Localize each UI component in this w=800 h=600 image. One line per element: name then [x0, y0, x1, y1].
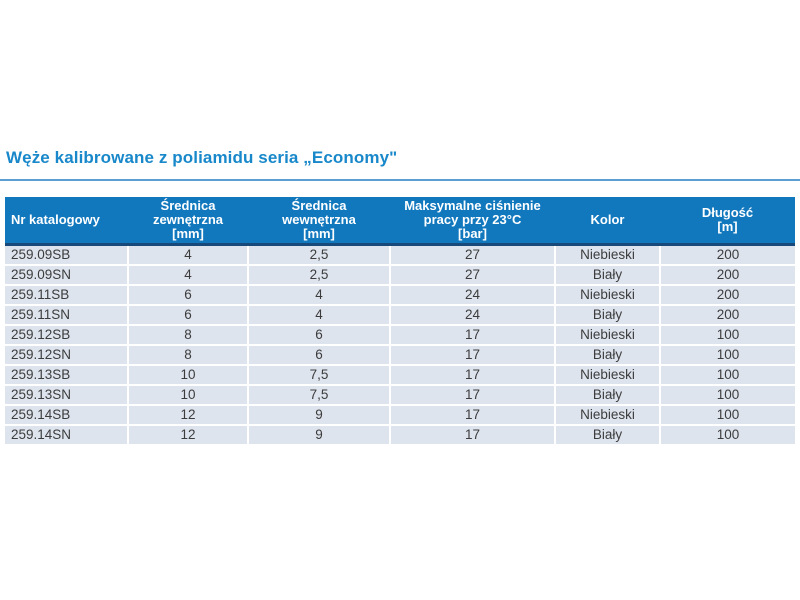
table-cell: 2,5 — [248, 244, 391, 265]
table-cell: 6 — [248, 344, 391, 365]
table-cell: 4 — [128, 244, 249, 265]
table-header-row: Nr katalogowy Średnica zewnętrzna [mm] Ś… — [5, 197, 795, 246]
product-catalog-table: Nr katalogowy Średnica zewnętrzna [mm] Ś… — [5, 197, 795, 444]
table-cell: 8 — [128, 344, 249, 365]
table-cell: 17 — [390, 364, 556, 385]
table-cell: 17 — [390, 424, 556, 444]
table-cell: 259.09SN — [5, 264, 129, 285]
column-header-max-pressure: Maksymalne ciśnienie pracy przy 23°C [ba… — [390, 197, 555, 246]
table-cell: 10 — [128, 384, 249, 405]
table-cell: Biały — [555, 304, 661, 325]
table-cell: 10 — [128, 364, 249, 385]
table-cell: 17 — [390, 384, 556, 405]
table-cell: 259.11SB — [5, 284, 129, 305]
table-row: 259.14SN 12 9 17 Biały 100 — [5, 424, 795, 444]
table-cell: 200 — [660, 244, 795, 265]
table-row: 259.12SB 8 6 17 Niebieski 100 — [5, 324, 795, 345]
column-header-length: Długość [m] — [660, 197, 795, 246]
table-cell: 259.13SB — [5, 364, 129, 385]
table-cell: 259.13SN — [5, 384, 129, 405]
table-cell: Biały — [555, 424, 661, 444]
table-row: 259.12SN 8 6 17 Biały 100 — [5, 344, 795, 365]
table-cell: Niebieski — [555, 244, 661, 265]
column-header-inner-diameter: Średnica wewnętrzna [mm] — [248, 197, 390, 246]
table-cell: 4 — [248, 284, 391, 305]
table-cell: 100 — [660, 404, 795, 425]
table-cell: 100 — [660, 424, 795, 444]
table-cell: Biały — [555, 384, 661, 405]
table-cell: 7,5 — [248, 384, 391, 405]
table-cell: 12 — [128, 404, 249, 425]
title-underline-divider — [0, 179, 800, 181]
table-cell: 24 — [390, 304, 556, 325]
table-cell: Niebieski — [555, 324, 661, 345]
table-cell: 24 — [390, 284, 556, 305]
column-header-outer-diameter: Średnica zewnętrzna [mm] — [128, 197, 248, 246]
table-cell: 6 — [248, 324, 391, 345]
table-row: 259.13SN 10 7,5 17 Biały 100 — [5, 384, 795, 405]
table-cell: 9 — [248, 424, 391, 444]
table-cell: 17 — [390, 344, 556, 365]
table-header: Nr katalogowy Średnica zewnętrzna [mm] Ś… — [5, 197, 795, 246]
table-cell: Niebieski — [555, 284, 661, 305]
table-cell: 100 — [660, 384, 795, 405]
table-cell: Biały — [555, 264, 661, 285]
table-cell: 9 — [248, 404, 391, 425]
table-row: 259.11SB 6 4 24 Niebieski 200 — [5, 284, 795, 305]
table-cell: 7,5 — [248, 364, 391, 385]
table-row: 259.09SB 4 2,5 27 Niebieski 200 — [5, 244, 795, 265]
table-cell: 100 — [660, 364, 795, 385]
column-header-color: Kolor — [555, 197, 660, 246]
table-row: 259.11SN 6 4 24 Biały 200 — [5, 304, 795, 325]
table-cell: 100 — [660, 324, 795, 345]
table-body: 259.09SB 4 2,5 27 Niebieski 200 259.09SN 4 2,5 27… — [5, 244, 795, 444]
table-cell: 100 — [660, 344, 795, 365]
table-cell: 6 — [128, 284, 249, 305]
table-row: 259.09SN 4 2,5 27 Biały 200 — [5, 264, 795, 285]
table-cell: 259.11SN — [5, 304, 129, 325]
table-cell: 200 — [660, 264, 795, 285]
table-row: 259.14SB 12 9 17 Niebieski 100 — [5, 404, 795, 425]
table-cell: 2,5 — [248, 264, 391, 285]
table-cell: 8 — [128, 324, 249, 345]
table-cell: 259.12SN — [5, 344, 129, 365]
table-cell: 259.12SB — [5, 324, 129, 345]
table-cell: 17 — [390, 404, 556, 425]
page-title: Węże kalibrowane z poliamidu seria „Econ… — [6, 148, 398, 167]
table-cell: 200 — [660, 304, 795, 325]
table-cell: 200 — [660, 284, 795, 305]
table-cell: 259.09SB — [5, 244, 129, 265]
table-cell: 259.14SN — [5, 424, 129, 444]
table-cell: Niebieski — [555, 364, 661, 385]
table-cell: 4 — [248, 304, 391, 325]
table-cell: 27 — [390, 264, 556, 285]
table-cell: 259.14SB — [5, 404, 129, 425]
table-cell: 12 — [128, 424, 249, 444]
table-cell: 27 — [390, 244, 556, 265]
table-cell: 17 — [390, 324, 556, 345]
table-cell: Biały — [555, 344, 661, 365]
table-row: 259.13SB 10 7,5 17 Niebieski 100 — [5, 364, 795, 385]
table-cell: Niebieski — [555, 404, 661, 425]
table-cell: 4 — [128, 264, 249, 285]
column-header-catalog-number: Nr katalogowy — [5, 197, 128, 246]
table-cell: 6 — [128, 304, 249, 325]
